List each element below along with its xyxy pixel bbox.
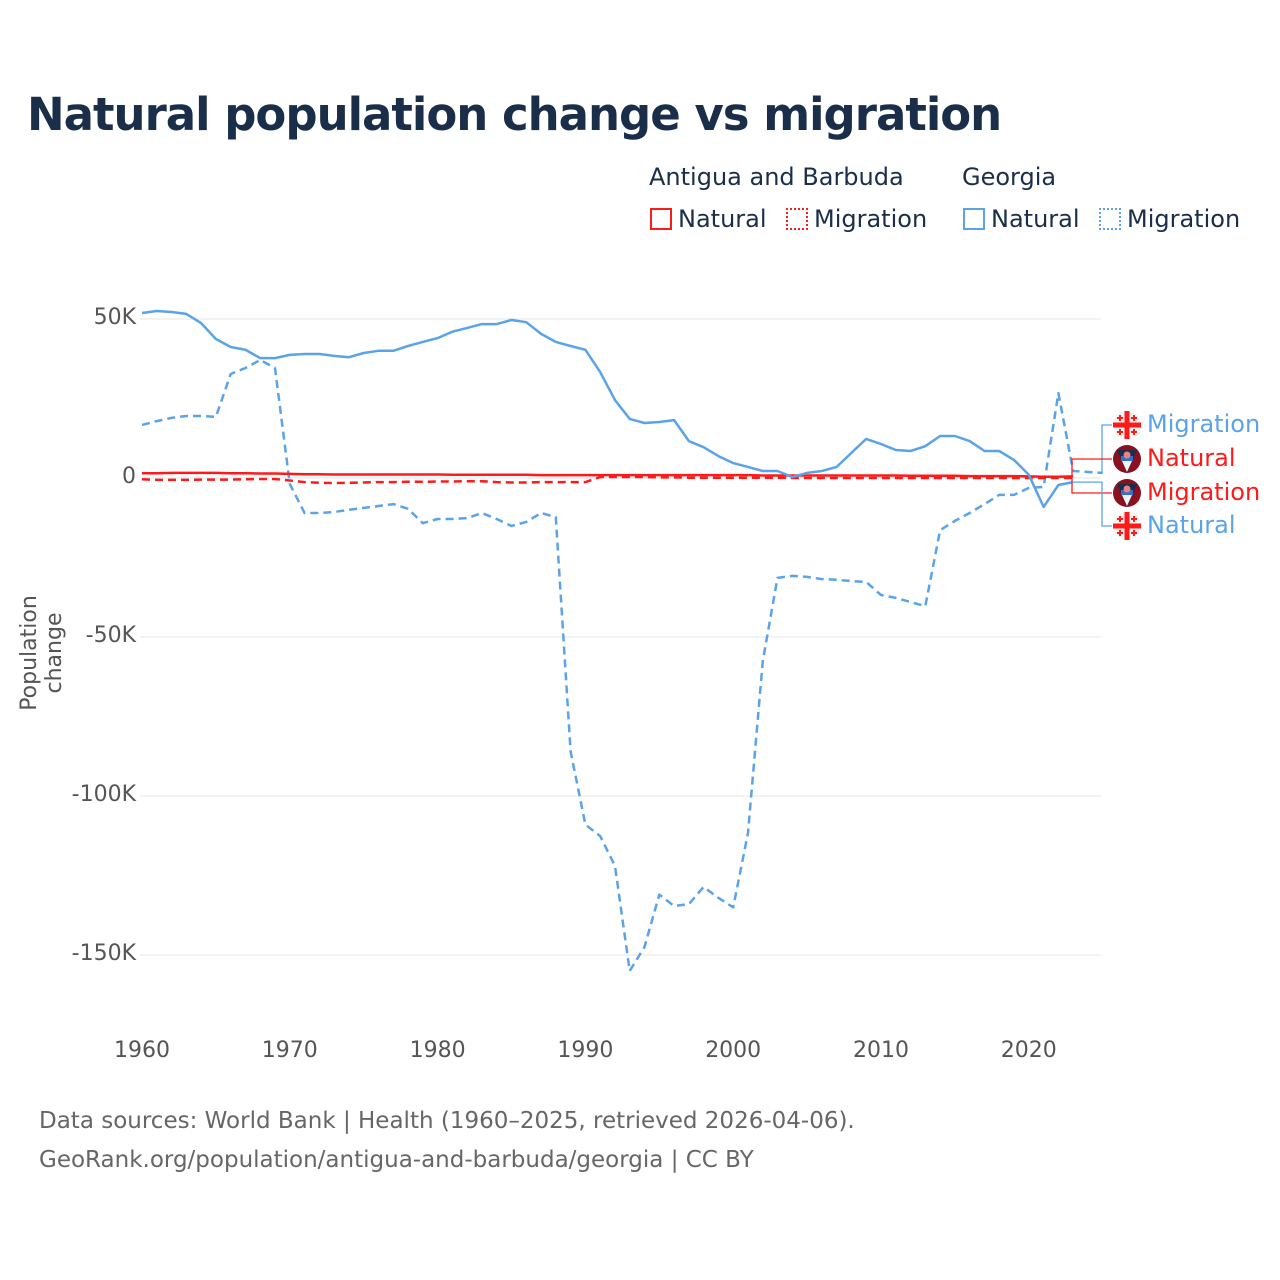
georgia-flag-small-cross xyxy=(1133,516,1135,522)
georgia-flag-small-cross xyxy=(1119,415,1121,421)
georgia-flag-small-cross xyxy=(1133,530,1135,536)
legend-item-antigua-migration[interactable]: Migration xyxy=(786,205,927,233)
georgia-flag-small-cross xyxy=(1119,530,1121,536)
footer-link[interactable]: GeoRank.org/population/antigua-and-barbu… xyxy=(39,1147,754,1173)
legend-label: Migration xyxy=(1127,205,1241,233)
georgia-flag-small-cross xyxy=(1133,429,1135,435)
georgia-flag-small-cross xyxy=(1133,415,1135,421)
series-line-georgia-migration xyxy=(141,358,1103,973)
end-label-connector xyxy=(1101,424,1112,474)
y-tick-label: -50K xyxy=(85,623,136,648)
legend-swatch xyxy=(963,208,985,230)
end-label-connector xyxy=(1071,478,1112,494)
georgia-flag-cross xyxy=(1124,411,1130,439)
legend-swatch xyxy=(786,208,808,230)
legend-item-georgia-natural[interactable]: Natural xyxy=(963,205,1080,233)
y-tick-label: -100K xyxy=(71,782,136,807)
legend-label: Migration xyxy=(814,205,928,233)
georgia-flag-small-cross xyxy=(1119,516,1121,522)
legend-swatch xyxy=(1099,208,1121,230)
georgia-flag-cross xyxy=(1124,512,1130,540)
y-tick-label: -150K xyxy=(71,941,136,966)
footer-sources: Data sources: World Bank | Health (1960–… xyxy=(39,1108,855,1134)
end-label-connector xyxy=(1071,458,1112,477)
legend-label: Natural xyxy=(678,205,767,233)
x-tick-label: 1960 xyxy=(114,1038,170,1063)
end-label: Migration xyxy=(1147,410,1261,438)
y-tick-label: 0 xyxy=(122,464,136,489)
antigua-flag-sun xyxy=(1123,485,1131,493)
series-line-antigua-and-barbuda-natural xyxy=(142,471,1074,478)
legend-label: Natural xyxy=(991,205,1080,233)
x-tick-label: 2000 xyxy=(705,1038,762,1063)
x-tick-label: 1990 xyxy=(557,1038,614,1063)
y-tick-label: 50K xyxy=(93,305,136,330)
x-tick-label: 2010 xyxy=(853,1038,909,1063)
legend-group-antigua: Antigua and Barbuda xyxy=(649,163,904,191)
legend-item-antigua-natural[interactable]: Natural xyxy=(650,205,767,233)
series-line-georgia-natural xyxy=(141,309,1074,509)
antigua-flag-white xyxy=(1122,461,1132,472)
end-label-connector xyxy=(1072,481,1112,527)
georgia-flag-small-cross xyxy=(1119,429,1121,435)
end-label: Natural xyxy=(1147,511,1236,539)
legend-group-georgia: Georgia xyxy=(962,163,1057,191)
chart-title: Natural population change vs migration xyxy=(27,88,1002,141)
x-tick-label: 2020 xyxy=(1000,1038,1057,1063)
x-tick-label: 1970 xyxy=(261,1038,318,1063)
x-tick-label: 1980 xyxy=(409,1038,466,1063)
legend-swatch xyxy=(650,208,672,230)
legend-item-georgia-migration[interactable]: Migration xyxy=(1099,205,1240,233)
end-label: Natural xyxy=(1147,444,1236,472)
antigua-flag-white xyxy=(1122,495,1132,506)
antigua-flag-sun xyxy=(1123,451,1131,459)
end-label: Migration xyxy=(1147,478,1261,506)
